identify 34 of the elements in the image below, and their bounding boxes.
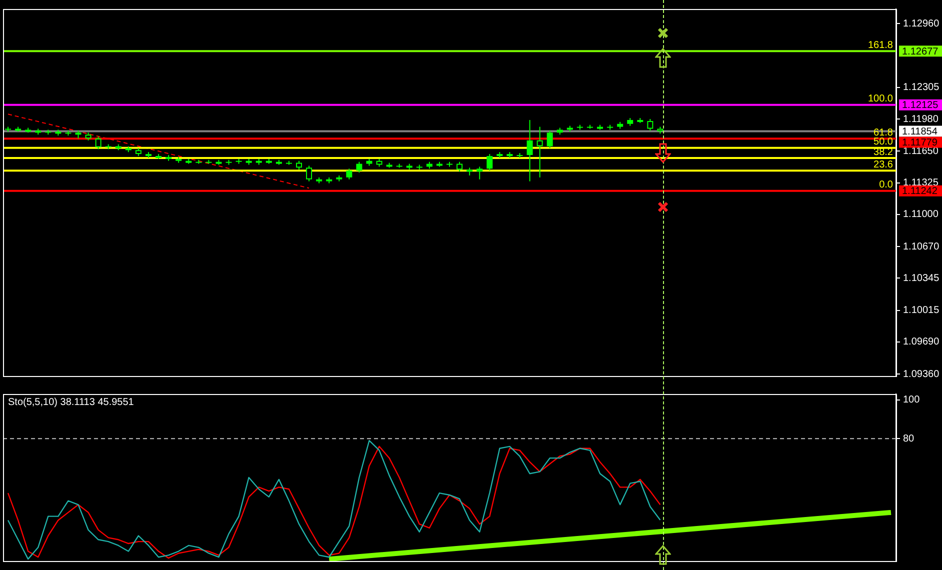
ref-line-label: 1.12677 [902, 46, 939, 58]
ref-line-label: 1.11242 [902, 186, 938, 198]
ref-line-label: 1.11854 [902, 126, 938, 138]
annotation: 0.0 [879, 180, 894, 191]
y-tick-label: 1.10345 [903, 272, 940, 284]
candlestick [536, 126, 543, 178]
candlestick [476, 166, 483, 180]
candlestick [346, 168, 352, 180]
y-tick-label: 1.11000 [903, 209, 939, 220]
y-tick-label: 80 [903, 433, 915, 444]
annotation: 50.0 [874, 136, 894, 148]
y-tick-label: 100 [903, 394, 920, 406]
ref-line-label: 1.12125 [902, 100, 939, 112]
annotation: 61.8 [874, 127, 894, 138]
candlestick [356, 161, 362, 174]
candlestick [95, 136, 102, 150]
y-tick-label: 1.10670 [903, 241, 940, 252]
y-tick-label: 1.09360 [903, 368, 940, 380]
y-tick-label: 1.09690 [903, 336, 940, 348]
candlestick [456, 161, 463, 172]
y-tick-label: 1.12960 [903, 18, 940, 30]
ref-line-label: 1.11779 [902, 138, 938, 149]
candlestick [647, 118, 654, 132]
candlestick [526, 119, 533, 182]
candlestick [546, 130, 553, 149]
candlestick [486, 154, 493, 172]
annotation: 100.0 [868, 94, 894, 105]
y-tick-label: 1.10015 [903, 305, 940, 316]
candlestick [306, 165, 312, 182]
annotation: 161.8 [868, 40, 894, 51]
chart-title: Sto(5,5,10) 38.1113 45.9551 [8, 396, 134, 408]
y-tick-label: 1.12305 [903, 82, 940, 94]
y-tick-label: 1.11980 [903, 114, 939, 125]
annotation: 23.6 [874, 159, 894, 170]
